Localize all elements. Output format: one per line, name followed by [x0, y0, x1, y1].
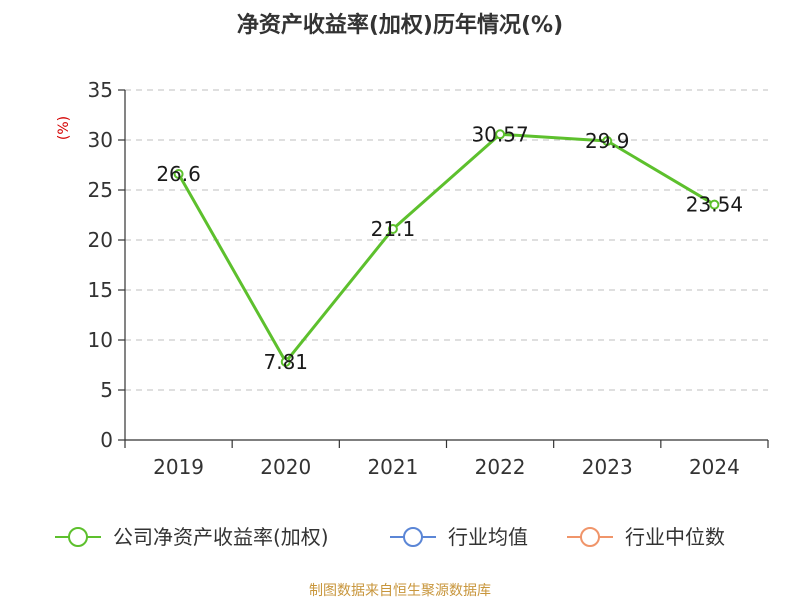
data-point [602, 136, 613, 146]
grid-lines [125, 89, 768, 391]
data-label: 29.9 [585, 129, 630, 153]
series-line [177, 132, 716, 364]
data-source-note: 制图数据来自恒生聚源数据库 [309, 583, 491, 599]
y-tick-label: 20 [88, 228, 113, 252]
data-labels: 26.6 7.81 21.1 30.57 29.9 23.54 [156, 122, 743, 374]
legend-label: 行业均值 [448, 525, 528, 549]
series-layer [173, 129, 720, 367]
x-tick-label: 2020 [260, 455, 311, 479]
x-tick-label: 2024 [689, 455, 740, 479]
x-tick-label: 2023 [582, 455, 633, 479]
axes: 0 5 10 15 20 25 30 35 2019 2020 2021 2022 2023 2024 [88, 78, 769, 479]
legend: 公司净资产收益率(加权) 行业均值 行业中位数 [55, 525, 725, 549]
legend-label: 行业中位数 [625, 525, 725, 549]
y-tick-label: 0 [100, 428, 113, 452]
y-tick-label: 10 [88, 328, 113, 352]
data-label: 30.57 [471, 122, 528, 146]
legend-swatch-marker [68, 527, 88, 547]
y-tick-label: 35 [88, 78, 113, 102]
x-tick-label: 2021 [367, 455, 418, 479]
data-point [709, 199, 720, 210]
legend-label: 公司净资产收益率(加权) [113, 525, 329, 549]
y-tick-label: 25 [88, 178, 113, 202]
data-point [495, 129, 506, 140]
y-tick-label: 5 [100, 378, 113, 402]
legend-swatch-marker [403, 527, 423, 547]
data-label: 21.1 [371, 217, 416, 241]
data-point [387, 224, 398, 234]
data-point [173, 169, 184, 179]
x-tick-label: 2019 [153, 455, 204, 479]
legend-swatch-marker [580, 527, 600, 547]
data-point [280, 356, 291, 367]
y-tick-label: 30 [88, 128, 113, 152]
y-axis-unit-label: (%) [56, 116, 72, 140]
chart-title: 净资产收益率(加权)历年情况(%) [237, 12, 563, 38]
x-tick-label: 2022 [475, 455, 526, 479]
y-tick-label: 15 [88, 278, 113, 302]
data-label: 23.54 [686, 193, 743, 217]
data-label: 26.6 [156, 162, 201, 186]
data-label: 7.81 [263, 350, 308, 374]
